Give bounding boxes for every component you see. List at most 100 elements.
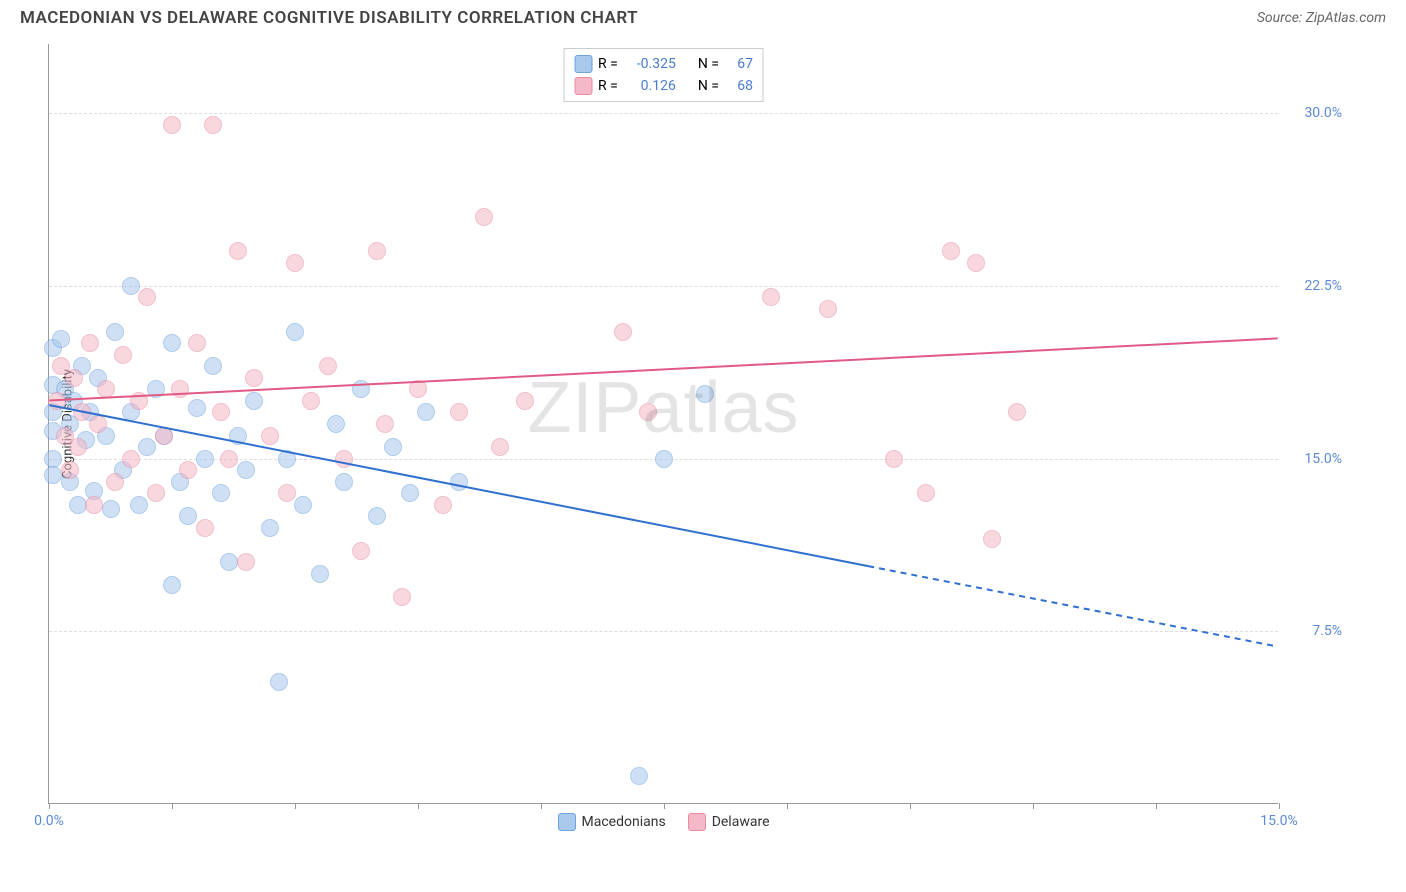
plot-area: Cognitive Disability ZIPatlas R = -0.325… <box>48 44 1278 804</box>
data-point <box>630 767 648 785</box>
data-point <box>270 673 288 691</box>
legend-swatch-delaware <box>688 813 706 831</box>
data-point <box>204 357 222 375</box>
xtick <box>1279 803 1280 809</box>
data-point <box>983 530 1001 548</box>
n-label: N = <box>698 78 719 94</box>
xtick <box>172 803 173 809</box>
data-point <box>655 450 673 468</box>
data-point <box>245 369 263 387</box>
stat-legend: R = -0.325 N = 67 R = 0.126 N = 68 <box>563 48 764 102</box>
data-point <box>967 254 985 272</box>
data-point <box>311 565 329 583</box>
data-point <box>138 288 156 306</box>
data-point <box>942 242 960 260</box>
data-point <box>434 496 452 514</box>
data-point <box>639 403 657 421</box>
data-point <box>261 427 279 445</box>
data-point <box>327 415 345 433</box>
data-point <box>89 415 107 433</box>
data-point <box>278 484 296 502</box>
data-point <box>171 380 189 398</box>
data-point <box>196 519 214 537</box>
data-point <box>302 392 320 410</box>
data-point <box>85 496 103 514</box>
data-point <box>147 380 165 398</box>
data-point <box>102 500 120 518</box>
legend-item-delaware: Delaware <box>688 813 770 831</box>
data-point <box>106 323 124 341</box>
chart-container: Cognitive Disability ZIPatlas R = -0.325… <box>48 44 1388 842</box>
data-point <box>73 403 91 421</box>
chart-title: MACEDONIAN VS DELAWARE COGNITIVE DISABIL… <box>20 8 638 28</box>
data-point <box>261 519 279 537</box>
data-point <box>475 208 493 226</box>
data-point <box>319 357 337 375</box>
data-point <box>61 461 79 479</box>
data-point <box>286 323 304 341</box>
data-point <box>69 438 87 456</box>
legend-label: Macedonians <box>582 814 666 830</box>
data-point <box>163 116 181 134</box>
data-point <box>335 473 353 491</box>
r-label: R = <box>598 78 618 94</box>
data-point <box>44 466 62 484</box>
data-point <box>401 484 419 502</box>
data-point <box>106 473 124 491</box>
data-point <box>188 399 206 417</box>
data-point <box>237 461 255 479</box>
legend-label: Delaware <box>712 814 770 830</box>
legend-item-macedonians: Macedonians <box>558 813 666 831</box>
n-value-1: 68 <box>725 78 753 94</box>
data-point <box>179 461 197 479</box>
ytick-label: 7.5% <box>1286 623 1342 639</box>
data-point <box>409 380 427 398</box>
data-point <box>917 484 935 502</box>
data-point <box>188 334 206 352</box>
data-point <box>245 392 263 410</box>
gridline-h <box>49 113 1278 114</box>
data-point <box>212 484 230 502</box>
data-point <box>48 392 66 410</box>
data-point <box>491 438 509 456</box>
data-point <box>384 438 402 456</box>
data-point <box>417 403 435 421</box>
data-point <box>450 403 468 421</box>
r-value-0: -0.325 <box>624 56 676 72</box>
data-point <box>229 427 247 445</box>
data-point <box>286 254 304 272</box>
trend-lines <box>49 44 1278 803</box>
data-point <box>81 334 99 352</box>
data-point <box>237 553 255 571</box>
data-point <box>114 346 132 364</box>
data-point <box>52 330 70 348</box>
ytick-label: 30.0% <box>1286 105 1342 121</box>
data-point <box>122 450 140 468</box>
xtick <box>787 803 788 809</box>
data-point <box>130 392 148 410</box>
stat-legend-row: R = 0.126 N = 68 <box>574 75 753 97</box>
r-value-1: 0.126 <box>624 78 676 94</box>
data-point <box>516 392 534 410</box>
data-point <box>69 496 87 514</box>
source-label: Source: ZipAtlas.com <box>1257 10 1386 26</box>
xtick <box>1033 803 1034 809</box>
data-point <box>147 484 165 502</box>
xtick <box>418 803 419 809</box>
data-point <box>212 403 230 421</box>
data-point <box>352 380 370 398</box>
legend-swatch-delaware <box>574 77 592 95</box>
data-point <box>155 427 173 445</box>
data-point <box>163 334 181 352</box>
data-point <box>335 450 353 468</box>
data-point <box>163 576 181 594</box>
data-point <box>885 450 903 468</box>
watermark: ZIPatlas <box>527 367 799 449</box>
data-point <box>393 588 411 606</box>
xtick <box>295 803 296 809</box>
legend-bottom: Macedonians Delaware <box>558 813 770 831</box>
xtick <box>664 803 665 809</box>
data-point <box>220 553 238 571</box>
data-point <box>196 450 214 468</box>
n-value-0: 67 <box>725 56 753 72</box>
